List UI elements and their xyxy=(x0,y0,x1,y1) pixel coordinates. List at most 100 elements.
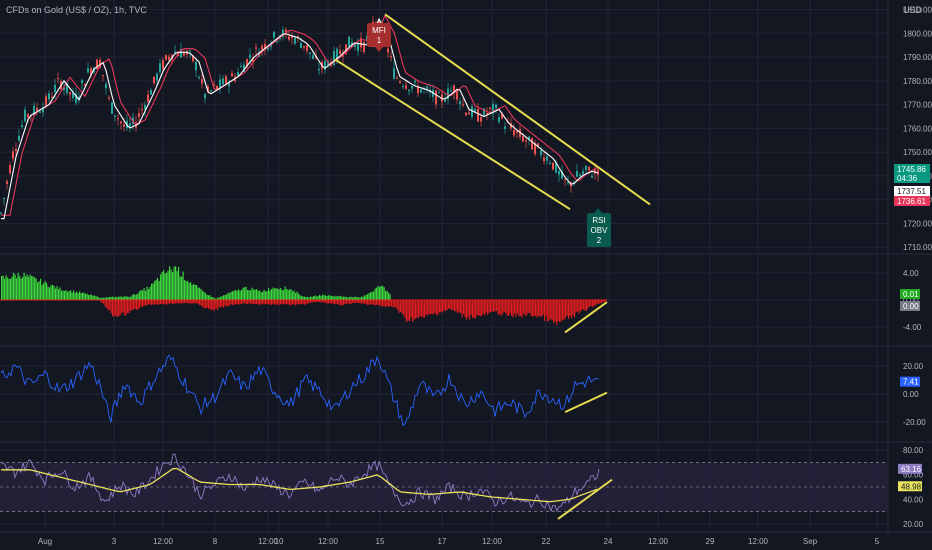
candle-body xyxy=(579,174,581,177)
histogram-bar-negative xyxy=(565,300,567,318)
y-tick-label: -20.00 xyxy=(903,418,926,427)
histogram-bar-positive xyxy=(214,298,216,300)
histogram-bar-negative xyxy=(215,300,217,309)
candle-body xyxy=(243,64,245,72)
histogram-bar-negative xyxy=(506,300,508,316)
candle-body xyxy=(144,104,146,110)
histogram-bar-positive xyxy=(355,296,357,300)
price-label: 04:36 xyxy=(894,173,930,183)
x-tick-label: 12:00 xyxy=(153,537,174,546)
candle-body xyxy=(519,129,521,137)
candle-body xyxy=(156,73,158,81)
histogram-bar-negative xyxy=(574,300,576,318)
histogram-bar-positive xyxy=(101,297,103,300)
histogram-bar-negative xyxy=(602,300,604,303)
candle-body xyxy=(390,56,392,58)
histogram-bar-negative xyxy=(227,300,229,306)
histogram-bar-positive xyxy=(235,289,237,300)
histogram-bar-positive xyxy=(143,288,145,300)
candle-body xyxy=(348,36,350,47)
histogram-bar-negative xyxy=(347,300,349,304)
histogram-bar-negative xyxy=(254,300,256,305)
histogram-bar-negative xyxy=(344,300,346,305)
candle-body xyxy=(42,107,44,113)
histogram-bar-negative xyxy=(542,300,544,315)
histogram-bar-negative xyxy=(248,300,250,304)
histogram-bar-negative xyxy=(158,300,160,305)
rsi-signal-box xyxy=(587,213,611,247)
histogram-bar-positive xyxy=(229,293,231,300)
histogram-bar-positive xyxy=(160,274,162,300)
histogram-bar-positive xyxy=(175,266,177,300)
histogram-bar-negative xyxy=(395,300,397,308)
histogram-bar-positive xyxy=(377,285,379,300)
histogram-bar-positive xyxy=(302,296,304,300)
candle-body xyxy=(33,105,35,115)
histogram-bar-positive xyxy=(118,296,120,300)
candle-body xyxy=(546,156,548,161)
candle-body xyxy=(531,138,533,150)
histogram-bar-positive xyxy=(40,278,42,300)
histogram-bar-positive xyxy=(167,270,169,300)
histogram-bar-negative xyxy=(533,300,535,316)
y-tick-label: 0.00 xyxy=(903,390,919,399)
histogram-bar-negative xyxy=(431,300,433,315)
candle-body xyxy=(561,171,563,179)
histogram-bar-negative xyxy=(305,300,307,305)
candle-body xyxy=(498,117,500,122)
candle-body xyxy=(537,143,539,147)
y-tick-label: 1780.00 xyxy=(903,77,932,86)
candle-body xyxy=(147,94,149,102)
histogram-bar-positive xyxy=(157,277,159,300)
candle-body xyxy=(114,115,116,118)
chart-title: CFDs on Gold (US$ / OZ), 1h, TVC xyxy=(6,5,147,15)
candle-body xyxy=(567,182,569,184)
y-tick-label: 20.00 xyxy=(903,520,924,529)
histogram-bar-negative xyxy=(425,300,427,315)
price-label-text: 04:36 xyxy=(897,174,918,183)
histogram-bar-positive xyxy=(53,286,55,300)
histogram-bar-negative xyxy=(124,300,126,316)
histogram-bars xyxy=(1,266,607,325)
histogram-bar-positive xyxy=(368,293,370,300)
ma-slow-line xyxy=(1,14,599,216)
histogram-bar-negative xyxy=(389,300,391,307)
histogram-bar-positive xyxy=(83,292,85,300)
histogram-bar-positive xyxy=(215,298,217,300)
candle-body xyxy=(6,181,8,184)
histogram-bar-positive xyxy=(307,296,309,300)
histogram-bar-negative xyxy=(590,300,592,307)
histogram-bar-negative xyxy=(440,300,442,313)
histogram-bar-negative xyxy=(155,300,157,304)
histogram-bar-negative xyxy=(256,300,258,305)
histogram-bar-positive xyxy=(65,290,67,300)
candle-body xyxy=(213,84,215,86)
histogram-bar-positive xyxy=(281,289,283,300)
candle-body xyxy=(210,90,212,92)
histogram-bar-negative xyxy=(457,300,459,313)
histogram-bar-negative xyxy=(430,300,432,315)
histogram-bar-negative xyxy=(287,300,289,305)
histogram-bar-negative xyxy=(190,300,192,304)
histogram-bar-positive xyxy=(370,292,372,300)
histogram-bar-positive xyxy=(95,296,97,300)
histogram-bar-positive xyxy=(110,296,112,300)
candle-body xyxy=(528,136,530,140)
histogram-bar-positive xyxy=(325,295,327,300)
histogram-bar-negative xyxy=(337,300,339,304)
candle-body xyxy=(81,80,83,84)
candle-body xyxy=(15,149,17,151)
histogram-bar-positive xyxy=(289,289,291,300)
histogram-bar-negative xyxy=(412,300,414,322)
histogram-bar-positive xyxy=(284,286,286,300)
candle-body xyxy=(153,76,155,84)
histogram-bar-negative xyxy=(397,300,399,310)
histogram-bar-negative xyxy=(563,300,565,321)
histogram-bar-negative xyxy=(121,300,123,314)
y-tick-label: 1790.00 xyxy=(903,53,932,62)
histogram-bar-positive xyxy=(74,292,76,300)
histogram-bar-positive xyxy=(170,269,172,300)
currency-label: USD xyxy=(903,5,923,15)
candle-body xyxy=(525,140,527,142)
